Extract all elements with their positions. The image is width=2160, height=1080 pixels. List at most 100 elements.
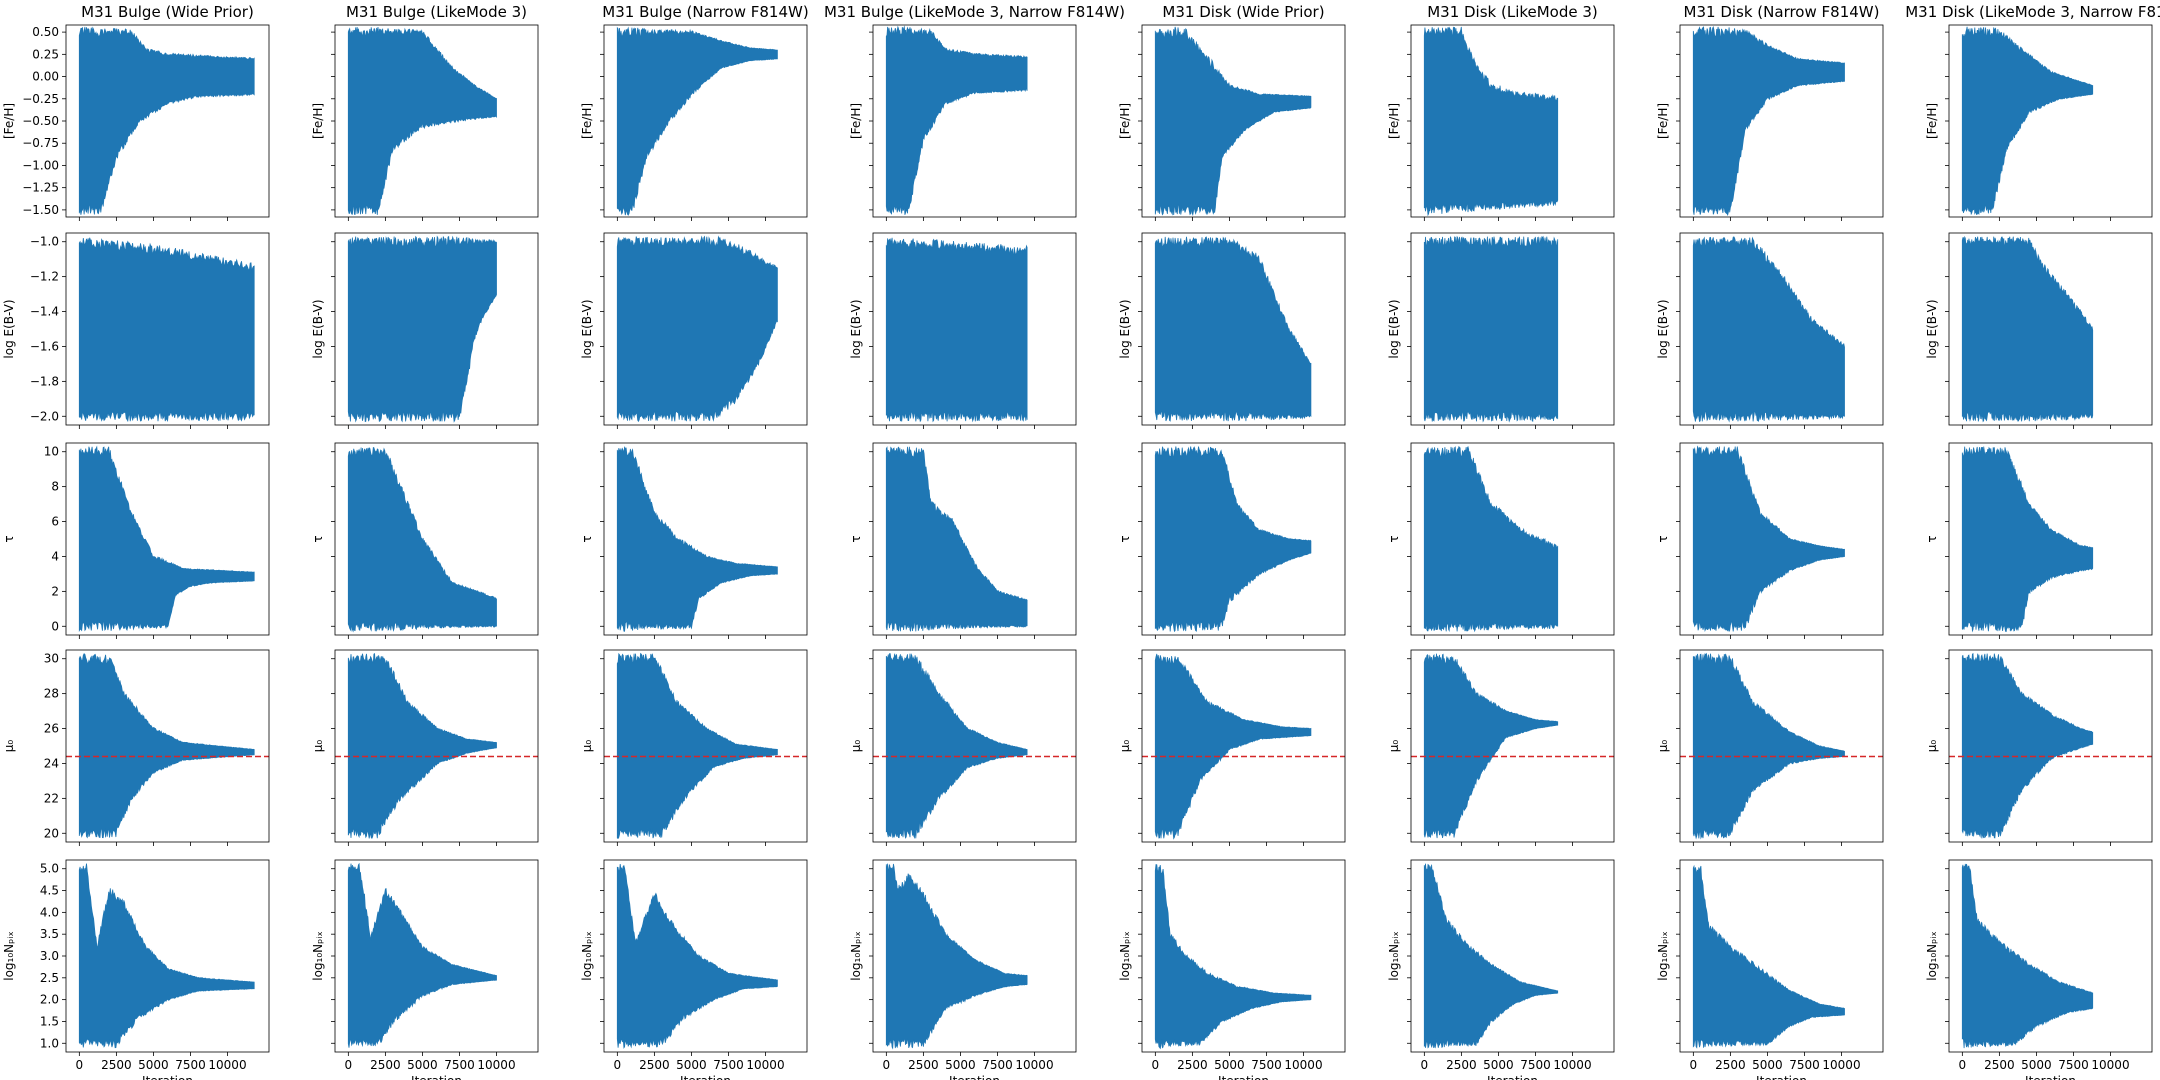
x-tick-label: 7500	[1251, 1058, 1282, 1072]
x-axis-label: Iteration	[680, 1074, 731, 1080]
y-axis-label: log E(B-V)	[1387, 299, 1401, 358]
y-tick-label: 0.25	[32, 47, 59, 61]
plot-frame	[872, 232, 1077, 426]
subplot-tau-5: τ	[1118, 442, 1346, 639]
x-tick-label: 7500	[713, 1058, 744, 1072]
x-tick-label: 10000	[1284, 1058, 1322, 1072]
subplot-mu-6: μ₀	[1387, 649, 1615, 846]
column-title: M31 Bulge (Wide Prior)	[81, 3, 254, 21]
x-tick-label: 0	[614, 1058, 622, 1072]
y-tick-label: −2.0	[30, 409, 59, 423]
plot-frame	[1679, 649, 1884, 843]
walker-trace	[1154, 446, 1312, 633]
y-axis-label: μ₀	[2, 740, 16, 753]
plot-frame	[1948, 649, 2153, 843]
y-tick-label: 3.0	[40, 949, 59, 963]
walker-trace	[1692, 236, 1845, 423]
y-tick-label: 6	[51, 515, 59, 529]
column-title: M31 Bulge (LikeMode 3)	[346, 3, 527, 21]
plot-frame	[1141, 649, 1346, 843]
plot-frame	[334, 649, 539, 843]
x-tick-label: 2500	[1446, 1058, 1477, 1072]
y-axis-label: [Fe/H]	[1387, 103, 1401, 139]
x-tick-label: 10000	[477, 1058, 515, 1072]
x-tick-label: 5000	[138, 1058, 169, 1072]
subplot-ebv-3: log E(B-V)	[580, 232, 808, 429]
subplot-feh-7: [Fe/H]	[1656, 24, 1884, 221]
walker-trace	[1423, 653, 1559, 839]
plot-frame	[334, 232, 539, 426]
y-tick-label: 10	[44, 445, 59, 459]
y-tick-label: 1.5	[40, 1014, 59, 1028]
y-tick-label: 26	[44, 722, 59, 736]
y-axis-label: log₁₀Nₚᵢₓ	[1925, 931, 1939, 981]
plot-frame	[1410, 649, 1615, 843]
x-axis-label: Iteration	[1487, 1074, 1538, 1080]
plot-frame	[603, 649, 808, 843]
column-title: M31 Disk (Narrow F814W)	[1684, 3, 1880, 21]
y-axis-label: log E(B-V)	[849, 299, 863, 358]
plot-frame	[603, 442, 808, 636]
subplot-feh-6: [Fe/H]	[1387, 24, 1615, 221]
plot-frame	[872, 442, 1077, 636]
subplot-ebv-1: −1.0 −1.2 −1.4 −1.6 −1.8 −2.0 log E(B-V)	[2, 232, 270, 429]
walker-trace	[347, 446, 497, 633]
y-tick-label: −0.25	[22, 92, 59, 106]
column-title: M31 Disk (LikeMode 3, Narrow F814W)	[1905, 3, 2160, 21]
subplot-ebv-2: log E(B-V)	[311, 232, 539, 429]
plot-frame	[65, 232, 270, 426]
x-tick-label: 0	[883, 1058, 891, 1072]
y-axis-label: τ	[311, 535, 325, 542]
x-tick-label: 7500	[444, 1058, 475, 1072]
y-axis-label: log₁₀Nₚᵢₓ	[1118, 931, 1132, 981]
subplot-feh-3: [Fe/H]	[580, 24, 808, 221]
subplot-mu-1: 30 28 26 24 22 20 μ₀	[2, 649, 270, 846]
y-axis-label: [Fe/H]	[1925, 103, 1939, 139]
y-axis-label: log₁₀Nₚᵢₓ	[1387, 931, 1401, 981]
x-tick-label: 0	[1690, 1058, 1698, 1072]
y-axis-label: μ₀	[580, 740, 594, 753]
y-axis-label: log₁₀Nₚᵢₓ	[580, 931, 594, 981]
subplot-ebv-5: log E(B-V)	[1118, 232, 1346, 429]
plot-frame	[1679, 442, 1884, 636]
x-tick-label: 7500	[1520, 1058, 1551, 1072]
y-tick-label: 2.5	[40, 971, 59, 985]
y-axis-label: τ	[1118, 535, 1132, 542]
walker-trace	[1423, 445, 1559, 633]
plot-frame	[603, 232, 808, 426]
y-axis-label: log E(B-V)	[1925, 299, 1939, 358]
x-tick-label: 7500	[2058, 1058, 2089, 1072]
walker-trace	[347, 26, 497, 215]
walker-trace	[78, 653, 255, 839]
y-tick-label: 22	[44, 791, 59, 805]
y-axis-label: log₁₀Nₚᵢₓ	[311, 931, 325, 981]
y-axis-label: log E(B-V)	[2, 299, 16, 358]
y-tick-label: 2	[51, 584, 59, 598]
y-axis-label: [Fe/H]	[849, 103, 863, 139]
x-tick-label: 10000	[1015, 1058, 1053, 1072]
y-axis-label: log₁₀Nₚᵢₓ	[1656, 931, 1670, 981]
subplot-tau-6: τ	[1387, 442, 1615, 639]
subplot-mu-5: μ₀	[1118, 649, 1346, 846]
y-axis-label: τ	[1387, 535, 1401, 542]
y-axis-label: log E(B-V)	[580, 299, 594, 358]
subplot-ebv-7: log E(B-V)	[1656, 232, 1884, 429]
y-axis-label: τ	[580, 535, 594, 542]
subplot-mu-2: μ₀	[311, 649, 539, 846]
x-tick-label: 2500	[370, 1058, 401, 1072]
plot-frame	[65, 442, 270, 636]
x-tick-label: 2500	[908, 1058, 939, 1072]
y-axis-label: [Fe/H]	[1118, 103, 1132, 139]
subplot-npix-1: 5.0 4.5 4.0 3.5 3.0 2.5 2.0 1.5 1.0 log₁₀Nₚᵢₓ 0 250…	[2, 859, 270, 1080]
y-axis-label: μ₀	[1925, 740, 1939, 753]
y-axis-label: log₁₀Nₚᵢₓ	[2, 931, 16, 981]
plot-frame	[1410, 232, 1615, 426]
x-tick-label: 5000	[2021, 1058, 2052, 1072]
y-axis-label: log E(B-V)	[1118, 299, 1132, 358]
column-title: M31 Disk (Wide Prior)	[1162, 3, 1324, 21]
y-axis-label: log E(B-V)	[1656, 299, 1670, 358]
walker-trace	[885, 446, 1028, 632]
y-tick-label: −1.00	[22, 158, 59, 172]
x-tick-label: 2500	[1715, 1058, 1746, 1072]
